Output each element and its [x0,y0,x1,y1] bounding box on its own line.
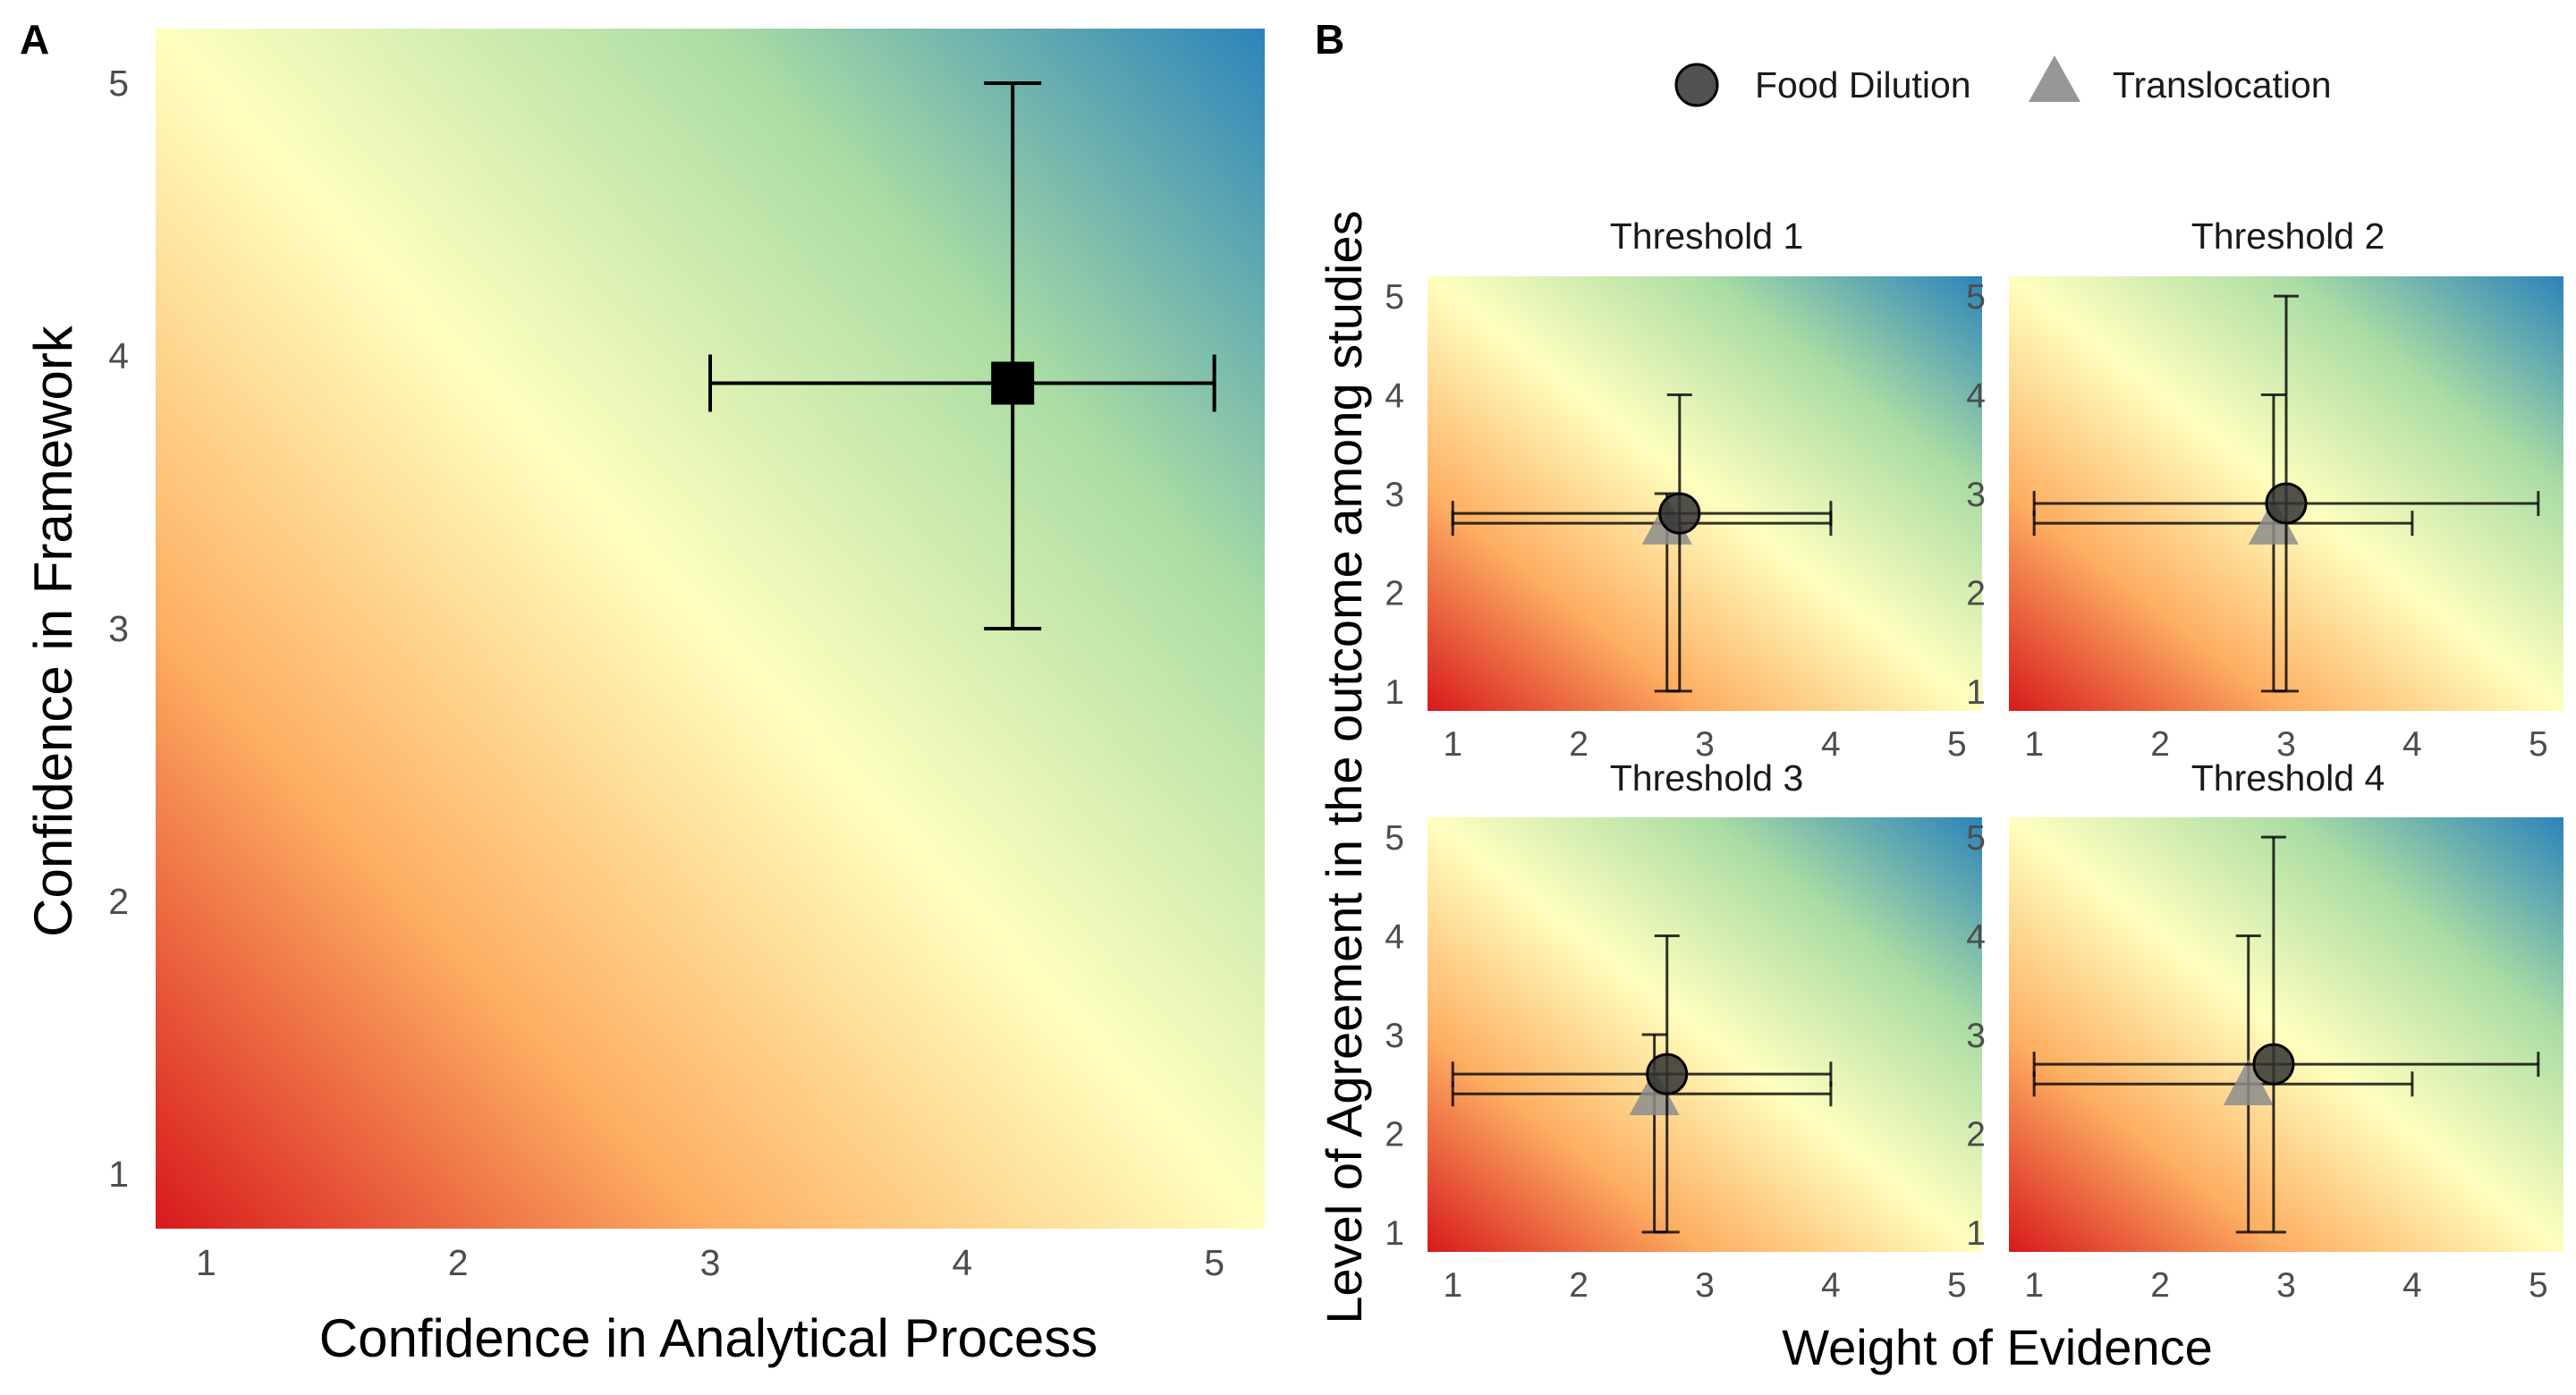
facet-threshold-1-y-tick-label: 3 [1385,476,1404,514]
facet-threshold-4-x-tick-label: 5 [2529,1266,2548,1305]
panel-a-letter: A [20,16,49,63]
facet-threshold-3-x-tick-label: 3 [1695,1266,1715,1305]
facet-threshold-1-y-tick-label: 4 [1385,377,1404,416]
panel-a-y-axis-title: Confidence in Framework [23,325,83,937]
panel-a-y-tick-label: 3 [108,608,129,649]
facet-threshold-3-y-tick-label: 2 [1385,1115,1404,1154]
facet-threshold-2-y-tick-label: 5 [1966,278,1986,317]
panel-a-y-tick-label: 5 [108,63,129,104]
facet-threshold-1-x-tick-label: 5 [1947,725,1967,764]
facet-threshold-3: 1 2 3 4 5 1 2 3 4 5 [1385,817,1982,1305]
panel-a-x-tick-label: 1 [196,1242,216,1283]
facet-threshold-3-y-tick-label: 5 [1385,819,1404,858]
facet-threshold-3-y-tick-label: 1 [1385,1214,1404,1253]
facet-threshold-4-translocation-marker [2223,1059,2274,1106]
panel-a-x-axis-title: Confidence in Analytical Process [319,1308,1097,1368]
facet-threshold-2-food-dilution-marker [2265,482,2308,525]
facet-threshold-1-x-tick-label: 1 [1443,725,1462,764]
facet-threshold-4-y-tick-label: 4 [1966,918,1986,957]
facet-title-threshold-4: Threshold 4 [2191,757,2385,799]
facet-threshold-1: 1 2 3 4 5 1 2 3 4 5 [1385,276,1982,764]
panel-a-x-tick-label: 3 [700,1242,721,1283]
facet-threshold-4-y-tick-label: 2 [1966,1115,1986,1154]
legend-translocation-marker [2029,55,2080,102]
panel-a-x-tick-label: 4 [952,1242,972,1283]
facet-threshold-2-y-tick-label: 1 [1966,673,1986,712]
panel-b-letter: B [1315,16,1344,63]
facet-threshold-3-y-tick-label: 4 [1385,918,1404,957]
legend: Food Dilution Translocation [1674,55,2332,107]
facet-threshold-1-food-dilution-marker [1658,492,1701,535]
facet-threshold-3-x-tick-label: 4 [1821,1266,1841,1305]
facet-threshold-3-x-tick-label: 2 [1569,1266,1589,1305]
facet-threshold-4-x-tick-label: 2 [2150,1266,2170,1305]
facet-threshold-1-background [1428,276,1982,711]
facet-threshold-2-y-tick-label: 4 [1966,377,1986,416]
legend-food-dilution-marker [1674,63,1719,107]
facet-threshold-1-x-tick-label: 2 [1569,725,1589,764]
legend-food-dilution-label: Food Dilution [1755,64,1971,106]
facet-threshold-3-x-tick-label: 1 [1443,1266,1462,1305]
facet-threshold-2-x-tick-label: 2 [2150,725,2170,764]
facet-threshold-4-background [2009,817,2563,1252]
facet-threshold-3-food-dilution-marker [1646,1053,1689,1095]
facet-threshold-1-x-tick-label: 3 [1695,725,1715,764]
facet-threshold-1-y-tick-label: 5 [1385,278,1404,317]
facet-threshold-1-x-tick-label: 4 [1821,725,1841,764]
facet-threshold-1-y-tick-label: 1 [1385,673,1404,712]
facet-threshold-4-x-tick-label: 4 [2402,1266,2422,1305]
facet-title-threshold-3: Threshold 3 [1610,757,1804,799]
panel-a-background [156,29,1265,1229]
panel-a: 1 2 3 4 5 1 2 3 4 5 [108,29,1265,1283]
legend-translocation-label: Translocation [2113,64,2332,106]
facet-threshold-4-y-tick-label: 3 [1966,1017,1986,1055]
facet-threshold-3-x-tick-label: 5 [1947,1266,1967,1305]
facet-threshold-4-food-dilution-marker [2252,1043,2295,1086]
facet-title-threshold-2: Threshold 2 [2191,216,2385,257]
facet-threshold-2-x-tick-label: 3 [2276,725,2296,764]
panel-a-x-tick-label: 2 [448,1242,469,1283]
facet-threshold-4: 1 2 3 4 5 1 2 3 4 5 [1966,817,2563,1305]
panel-a-y-tick-label: 2 [108,881,129,922]
panel-a-x-tick-label: 5 [1204,1242,1224,1283]
facet-threshold-2-y-tick-label: 2 [1966,574,1986,613]
panel-b-y-axis-title: Level of Agreement in the outcome among … [1316,210,1372,1323]
facet-threshold-2-x-tick-label: 5 [2529,725,2548,764]
facet-title-threshold-1: Threshold 1 [1610,216,1804,257]
facet-threshold-4-x-tick-label: 1 [2024,1266,2044,1305]
facet-threshold-2-y-tick-label: 3 [1966,476,1986,514]
panel-a-point-marker [991,361,1035,405]
facet-threshold-1-y-tick-label: 2 [1385,574,1404,613]
facet-threshold-2-x-tick-label: 4 [2402,725,2422,764]
panel-a-y-tick-label: 4 [108,335,129,376]
facet-threshold-4-y-tick-label: 5 [1966,819,1986,858]
facet-threshold-3-background [1428,817,1982,1252]
facet-threshold-3-y-tick-label: 3 [1385,1017,1404,1055]
facet-threshold-4-x-tick-label: 3 [2276,1266,2296,1305]
panel-b-x-axis-title: Weight of Evidence [1782,1319,2212,1375]
facet-threshold-4-y-tick-label: 1 [1966,1214,1986,1253]
facet-threshold-2-x-tick-label: 1 [2024,725,2044,764]
facet-threshold-2: 1 2 3 4 5 1 2 3 4 5 [1966,276,2563,764]
panel-a-y-tick-label: 1 [108,1154,129,1195]
plot-area: 1 2 3 4 5 1 2 3 4 5 1 2 3 4 5 1 2 3 4 5 1 2 3 4 5 1 2 3 4 5 1 2 3 4 5 1 2 3 4 5… [108,29,2563,1305]
